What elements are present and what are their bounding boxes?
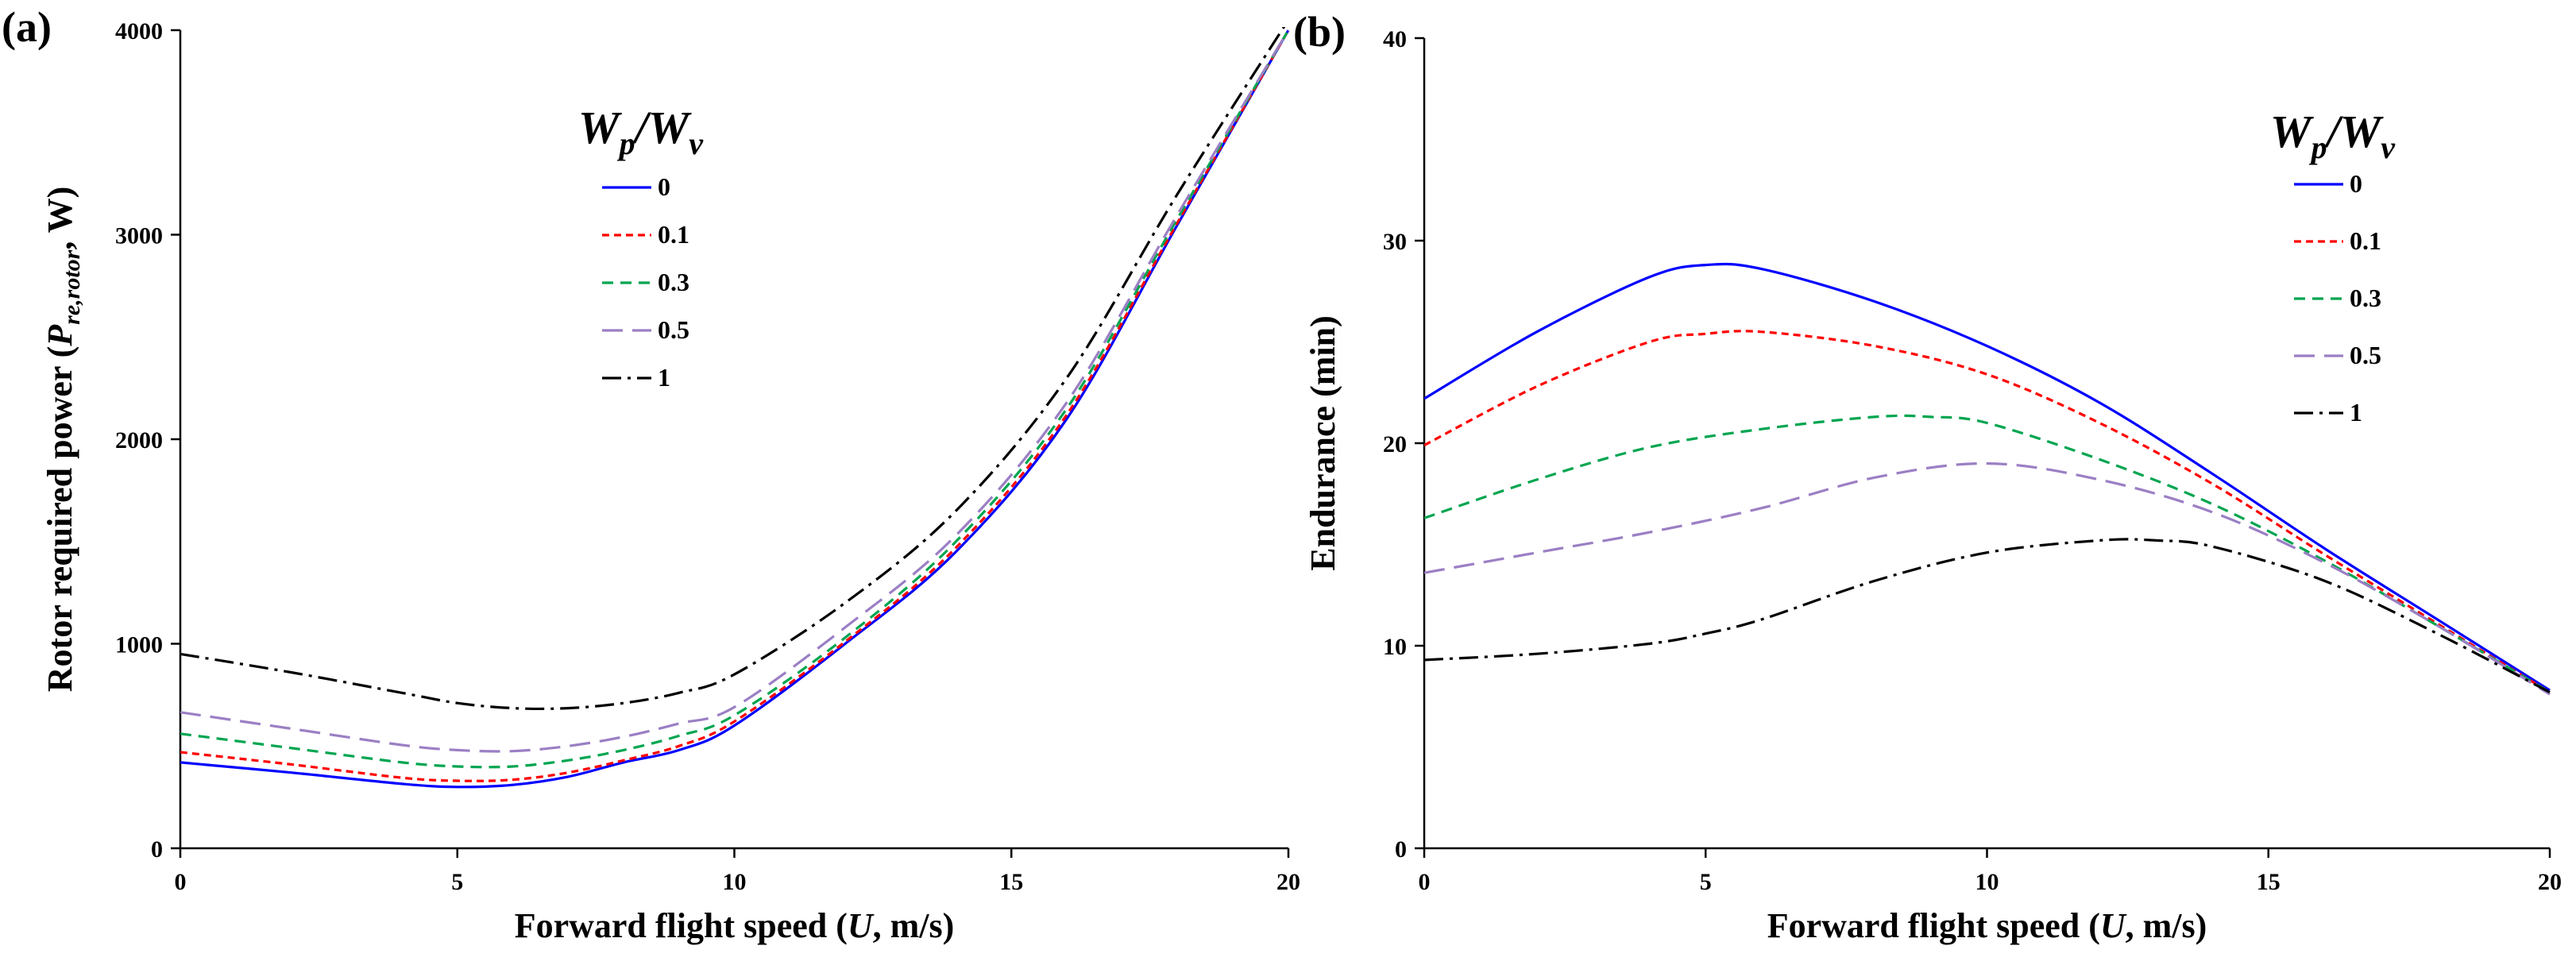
legend-label: 0.3 xyxy=(658,268,689,296)
legend-title-num: W xyxy=(2270,106,2314,157)
legend-title: Wp/Wv xyxy=(578,102,704,161)
y-axis-label-subscript: re,rotor xyxy=(59,249,85,325)
y-axis-label: Rotor required power (Pre,rotor, W) xyxy=(41,187,85,692)
legend-label: 0.3 xyxy=(2350,284,2381,312)
series-line-0-3 xyxy=(1424,414,2551,693)
y-axis-label-text: Rotor required power ( xyxy=(41,346,79,693)
x-axis-label-text: Forward flight speed ( xyxy=(515,906,848,945)
x-tick-label: 15 xyxy=(2257,869,2281,895)
panel-label: (a) xyxy=(2,3,52,51)
y-tick-label: 1000 xyxy=(115,632,163,658)
legend-title-den-sub: v xyxy=(2381,129,2396,165)
x-tick-label: 5 xyxy=(451,869,463,895)
y-tick-label: 4000 xyxy=(115,18,163,44)
y-axis-label: Endurance (min) xyxy=(1303,315,1342,570)
legend-label: 0.1 xyxy=(658,220,689,249)
y-axis-label-var: P xyxy=(41,324,79,347)
legend-label: 1 xyxy=(658,363,670,392)
x-axis-label-unit: , m/s) xyxy=(873,906,955,945)
series-line-1 xyxy=(1424,538,2551,694)
legend-label: 0 xyxy=(658,172,670,201)
series-line-0-3 xyxy=(180,29,1290,769)
legend-label: 1 xyxy=(2350,398,2362,427)
y-tick-label: 30 xyxy=(1383,229,1407,255)
x-axis-label-var: U xyxy=(2100,906,2127,945)
y-axis-label-unit: , W) xyxy=(41,187,79,250)
legend-title-den-sub: v xyxy=(689,125,704,161)
legend-title-num-sub: p xyxy=(617,125,635,161)
panel-label: (b) xyxy=(1293,8,1346,56)
legend-title-num: W xyxy=(578,102,622,153)
x-tick-label: 15 xyxy=(999,869,1023,895)
legend-label: 0 xyxy=(2350,169,2362,198)
x-tick-label: 0 xyxy=(175,869,187,895)
y-tick-label: 0 xyxy=(151,836,163,863)
y-tick-label: 2000 xyxy=(115,427,163,454)
series-line-0-5 xyxy=(1424,461,2551,696)
legend-label: 0.5 xyxy=(2350,341,2381,369)
x-axis-label: Forward flight speed (U, m/s) xyxy=(1767,906,2207,945)
y-tick-label: 3000 xyxy=(115,223,163,249)
series-line-0 xyxy=(180,29,1290,789)
x-axis-label-var: U xyxy=(848,906,875,945)
x-axis-label-text: Forward flight speed ( xyxy=(1767,906,2100,945)
series-line-0-1 xyxy=(1424,330,2551,693)
series-line-1 xyxy=(180,27,1286,711)
legend-title-den: W xyxy=(648,102,692,153)
series-line-0-1 xyxy=(180,29,1290,782)
x-axis-label: Forward flight speed (U, m/s) xyxy=(515,906,955,945)
y-tick-label: 40 xyxy=(1383,26,1407,52)
y-tick-label: 0 xyxy=(1395,836,1407,863)
legend-label: 0.5 xyxy=(658,315,689,344)
series-line-0-5 xyxy=(180,29,1290,753)
y-tick-label: 10 xyxy=(1383,634,1407,660)
x-tick-label: 5 xyxy=(1700,869,1712,895)
series-line-0 xyxy=(1424,262,2551,692)
y-tick-label: 20 xyxy=(1383,431,1407,457)
legend-title-num-sub: p xyxy=(2309,129,2327,165)
x-tick-label: 10 xyxy=(723,869,747,895)
legend-label: 0.1 xyxy=(2350,226,2381,255)
x-axis-label-unit: , m/s) xyxy=(2126,906,2207,945)
legend-title: Wp/Wv xyxy=(2270,106,2396,165)
x-tick-label: 10 xyxy=(1975,869,1999,895)
x-tick-label: 20 xyxy=(2538,869,2562,895)
x-tick-label: 0 xyxy=(1419,869,1431,895)
legend-title-den: W xyxy=(2340,106,2384,157)
x-tick-label: 20 xyxy=(1276,869,1300,895)
